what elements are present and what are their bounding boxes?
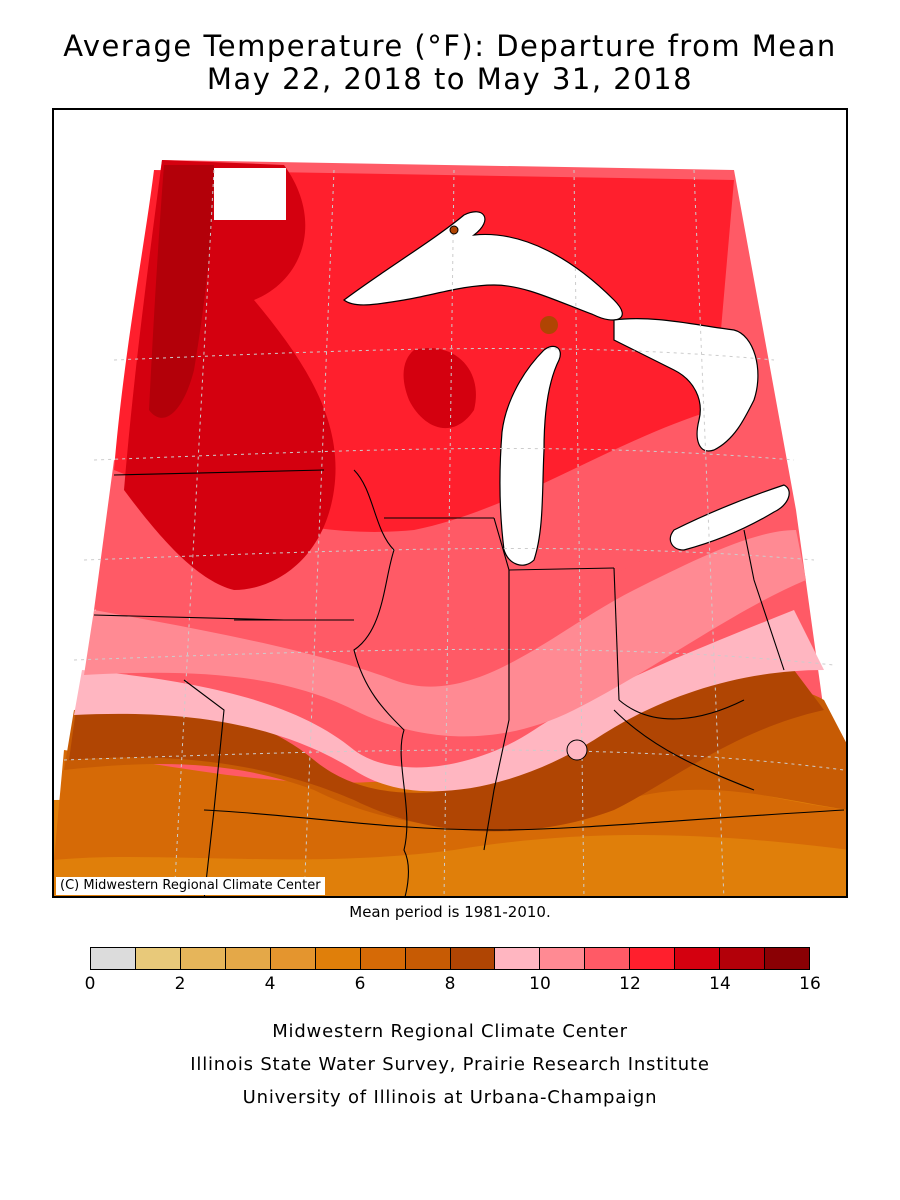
footer-survey: Illinois State Water Survey, Prairie Res…: [190, 1054, 710, 1075]
legend-swatch: [315, 948, 361, 969]
mean-period-note: Mean period is 1981-2010.: [349, 903, 551, 921]
lake-superior: [343, 211, 623, 321]
legend-tick-label: 4: [264, 974, 276, 994]
map-title: Average Temperature (°F): Departure from…: [63, 29, 837, 63]
legend-tick-label: 10: [529, 974, 551, 994]
map-copyright: (C) Midwestern Regional Climate Center: [56, 877, 325, 895]
legend-tick-label: 8: [444, 974, 456, 994]
map-date-range: May 22, 2018 to May 31, 2018: [206, 62, 694, 96]
legend-tick-label: 16: [799, 974, 821, 994]
legend-tick-label: 6: [354, 974, 366, 994]
legend-tick-label: 0: [84, 974, 96, 994]
state-boundaries: [93, 469, 845, 896]
color-scale-legend: [90, 947, 810, 970]
isle-royale: [449, 225, 459, 235]
zone-10-11: [74, 610, 824, 792]
legend-tick-label: 2: [174, 974, 186, 994]
zone-15-16: [149, 165, 214, 418]
legend-tick-label: 14: [709, 974, 731, 994]
legend-swatch: [405, 948, 451, 969]
legend-swatch: [270, 948, 316, 969]
zone-11-12: [84, 530, 806, 737]
legend-swatch: [675, 948, 721, 969]
lake-erie: [669, 484, 790, 551]
coastal-spot: [540, 316, 558, 334]
legend-swatch: [765, 948, 809, 969]
lat-long-grid: [63, 169, 845, 896]
legend-swatch: [225, 948, 271, 969]
legend-swatch: [540, 948, 586, 969]
footer-university: University of Illinois at Urbana-Champai…: [242, 1087, 658, 1108]
legend-swatch: [360, 948, 406, 969]
legend-swatch: [135, 948, 181, 969]
legend-swatch: [630, 948, 676, 969]
zone-14-15-wi: [403, 348, 476, 429]
lake-michigan: [499, 345, 561, 566]
legend-swatch: [450, 948, 496, 969]
white-patch-ky: [566, 739, 588, 761]
legend-swatch: [91, 948, 136, 969]
footer-org: Midwestern Regional Climate Center: [272, 1021, 628, 1042]
legend-swatch: [495, 948, 541, 969]
legend-swatch: [585, 948, 631, 969]
legend-tick-label: 12: [619, 974, 641, 994]
legend-swatch: [180, 948, 226, 969]
zone-8-9: [64, 689, 846, 828]
legend-swatch: [720, 948, 766, 969]
map-canvas: [54, 110, 846, 896]
lake-huron: [613, 318, 759, 452]
temperature-departure-map: [52, 108, 848, 898]
no-data-area: [214, 168, 286, 220]
